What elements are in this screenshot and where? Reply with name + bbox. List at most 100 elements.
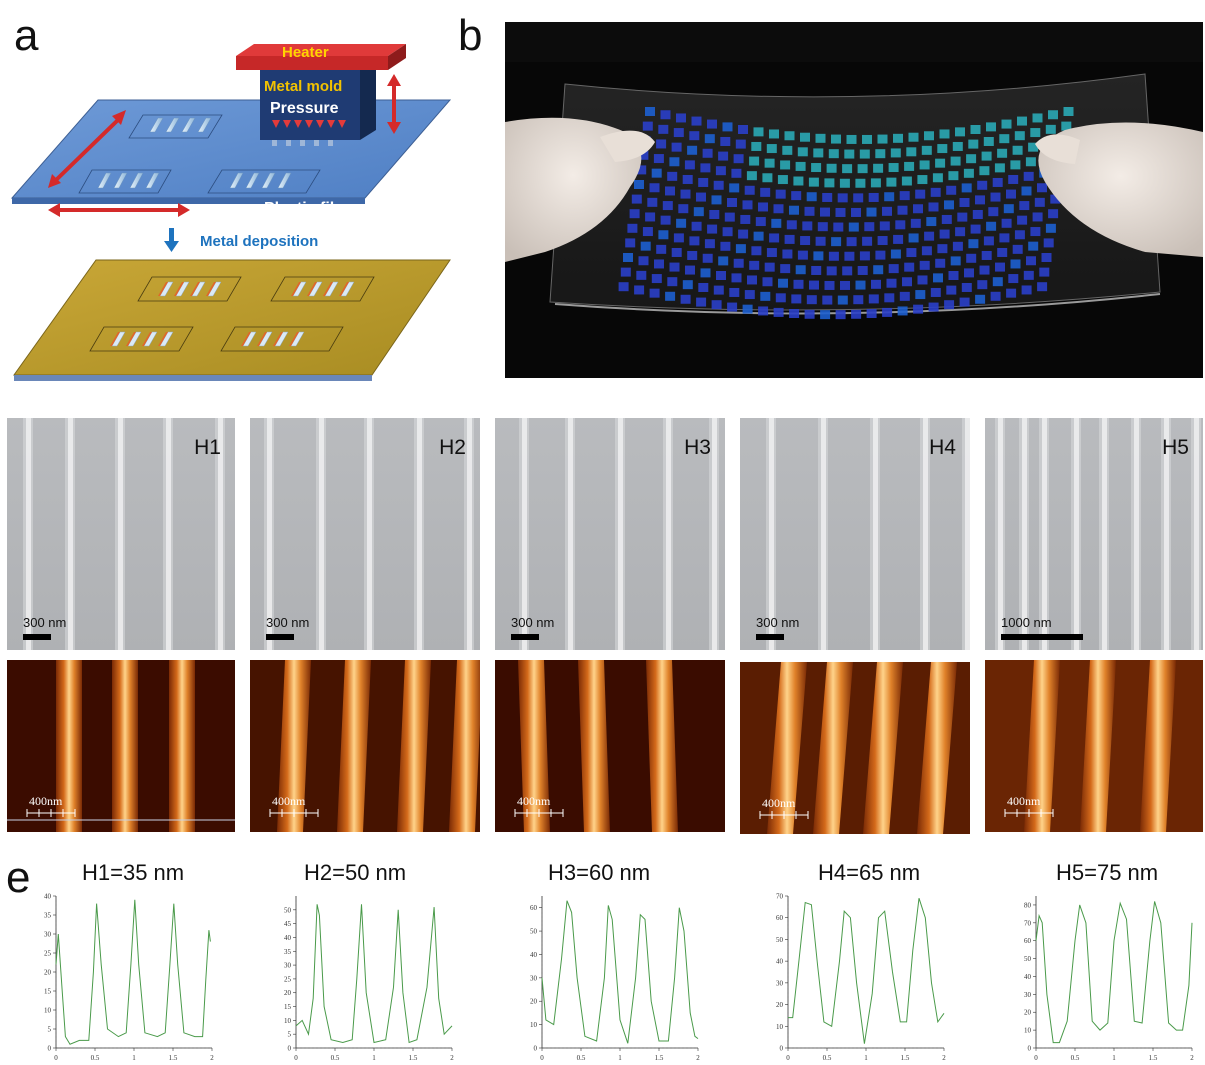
pixel (1017, 215, 1028, 225)
pixel (753, 127, 764, 137)
pixel (877, 134, 888, 144)
pixel (981, 151, 992, 161)
pixel (722, 227, 733, 237)
y-tick-label: 50 (530, 928, 538, 936)
y-tick-label: 35 (44, 912, 52, 920)
pixel (618, 282, 629, 292)
pixel (859, 251, 870, 261)
pixel (731, 273, 742, 283)
pixel (833, 222, 844, 232)
sem-scale-label: 1000 nm (1001, 615, 1052, 630)
pixel (791, 191, 802, 201)
y-tick-label: 0 (534, 1045, 538, 1053)
pixel (729, 183, 740, 193)
pixel (1028, 142, 1039, 152)
pixel (873, 163, 884, 173)
pixel (1017, 116, 1027, 126)
pixel (928, 302, 939, 312)
pixel (729, 287, 740, 297)
pixel (764, 158, 775, 168)
x-tick-label: 1 (1112, 1054, 1116, 1062)
y-tick-label: 30 (776, 979, 784, 987)
profile-line (295, 904, 453, 1044)
profile-line (788, 898, 945, 1044)
afm-image-5: 400nm (985, 660, 1203, 832)
pixel (1045, 223, 1056, 233)
pixel (669, 262, 680, 272)
y-tick-label: 25 (284, 975, 292, 983)
x-tick-label: 1.5 (901, 1054, 910, 1062)
pixel (651, 274, 662, 284)
pixel (629, 209, 640, 219)
pixel (1006, 288, 1017, 298)
y-tick-label: 60 (776, 914, 784, 922)
pixel (691, 116, 702, 126)
pixel (826, 266, 837, 276)
pixel (634, 180, 644, 189)
pixel (747, 275, 757, 285)
pixel (1026, 256, 1036, 266)
pixel (713, 285, 724, 295)
pixel (851, 309, 862, 319)
pixel (806, 192, 817, 202)
pixel (899, 191, 910, 201)
pixel (1023, 270, 1034, 280)
height-profile-chart: 0 10 20 30 40 50 60 70 80 0 0.5 1 1.5 2 (1024, 896, 1194, 1062)
pixel (704, 239, 715, 249)
plastic-film-label: Plastic film (264, 200, 349, 217)
pixel (623, 253, 633, 262)
pixel (853, 193, 864, 203)
pixel (689, 131, 700, 141)
pixel (797, 250, 808, 260)
pixel (707, 224, 718, 234)
pixel (893, 133, 903, 143)
pixel-array (618, 107, 1074, 320)
pixel (910, 218, 921, 228)
pixel (636, 270, 647, 280)
pixel (804, 309, 815, 319)
y-tick-label: 25 (44, 950, 52, 958)
pixel (766, 144, 777, 154)
pixel (649, 288, 660, 298)
pixel (842, 266, 853, 276)
pixel (855, 178, 866, 188)
pixel (665, 291, 676, 301)
x-tick-label: 0 (540, 1054, 544, 1062)
y-tick-label: 40 (530, 951, 538, 959)
pixel (702, 253, 713, 263)
pixel (645, 212, 656, 222)
y-tick-label: 10 (776, 1023, 784, 1031)
pixel (642, 227, 653, 237)
y-tick-label: 15 (284, 1003, 292, 1011)
pixel (700, 268, 711, 278)
pixel (795, 161, 806, 171)
pixel (627, 223, 638, 233)
pixel (992, 177, 1003, 187)
pixel (941, 214, 952, 224)
pixel (902, 277, 912, 287)
pixel (995, 262, 1005, 272)
pixel (766, 248, 777, 258)
pixel (758, 306, 769, 316)
pixel (811, 265, 822, 275)
pixel (1001, 119, 1012, 129)
height-profile-chart: 0 10 20 30 40 50 60 0 0.5 1 1.5 2 (530, 896, 700, 1062)
pixel (693, 207, 704, 217)
pixel (671, 142, 682, 152)
pixel (795, 265, 806, 275)
pixel (959, 297, 970, 307)
pixel (840, 280, 850, 290)
pixel (975, 294, 986, 304)
pixel (744, 290, 755, 300)
pixel (1014, 131, 1025, 141)
pixel (988, 207, 999, 217)
pixel (749, 260, 760, 270)
pixel (882, 307, 893, 317)
pixel (667, 171, 678, 181)
afm-scale-label: 400nm (272, 794, 306, 808)
pixel (653, 154, 664, 164)
pixel (735, 139, 746, 149)
pixel (901, 176, 912, 186)
pixel (658, 230, 669, 240)
y-tick-label: 30 (530, 974, 538, 982)
